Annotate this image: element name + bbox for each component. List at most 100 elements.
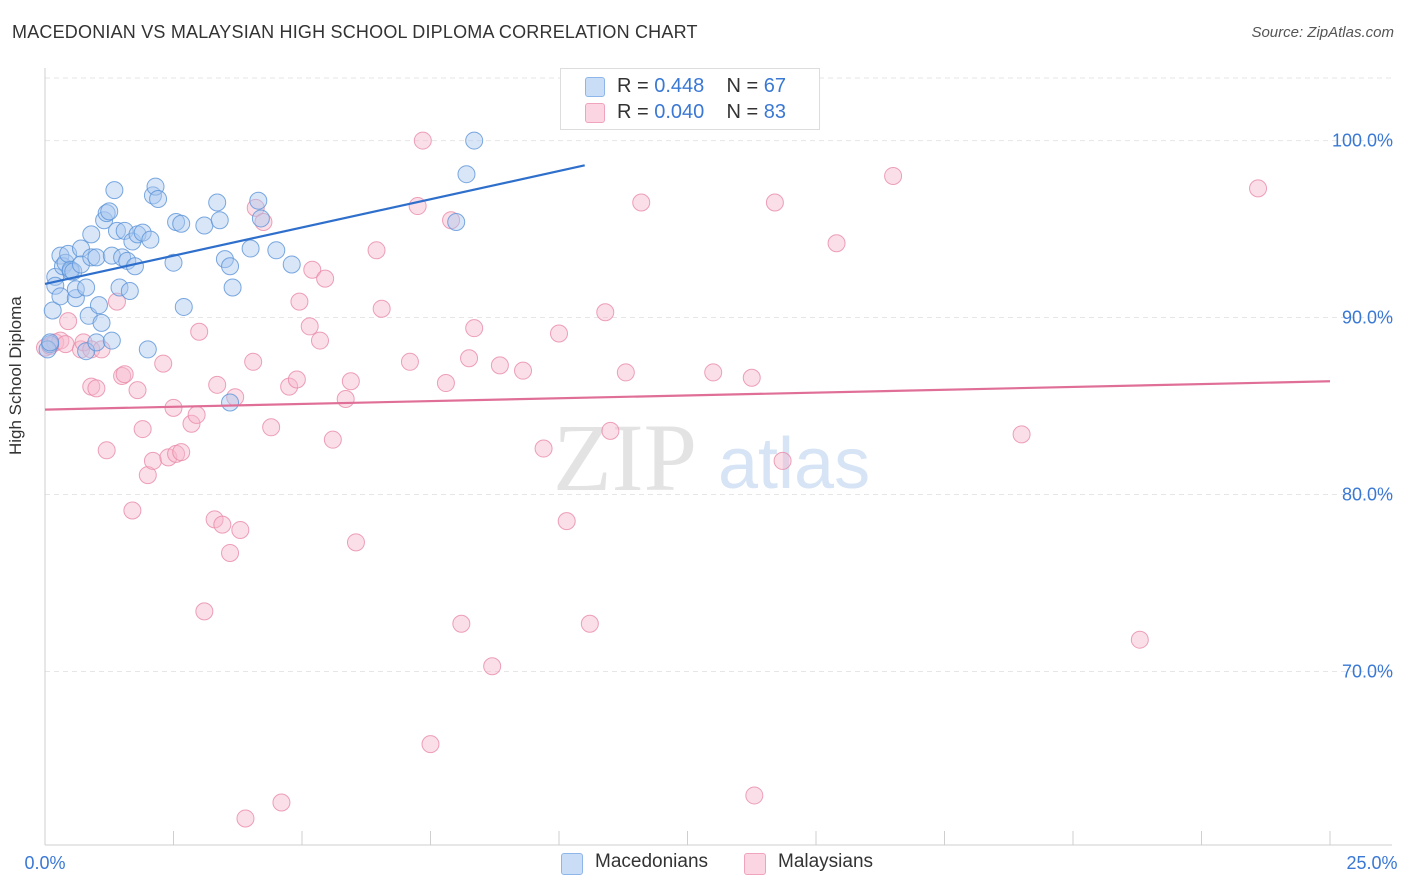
point-malaysians: [300, 317, 319, 336]
point-malaysians: [97, 441, 116, 460]
point-macedonians: [97, 204, 116, 223]
n-value: 67: [763, 75, 787, 97]
point-macedonians: [174, 297, 193, 316]
point-malaysians: [436, 374, 455, 393]
point-macedonians: [141, 230, 160, 249]
watermark-atlas: atlas: [718, 424, 870, 504]
point-malaysians: [341, 372, 360, 391]
legend-label: Macedonians: [595, 851, 709, 872]
point-malaysians: [460, 349, 479, 368]
point-macedonians: [95, 211, 114, 230]
point-malaysians: [580, 614, 599, 633]
point-malaysians: [187, 405, 206, 424]
point-malaysians: [221, 543, 240, 562]
point-malaysians: [182, 414, 201, 433]
point-macedonians: [92, 313, 111, 332]
point-malaysians: [213, 515, 232, 534]
point-malaysians: [195, 602, 214, 621]
point-malaysians: [1130, 630, 1149, 649]
point-malaysians: [56, 335, 75, 354]
point-malaysians: [246, 198, 265, 217]
point-macedonians: [195, 216, 214, 235]
point-macedonians: [282, 255, 301, 274]
legend-swatch-blue: [561, 853, 583, 875]
point-macedonians: [465, 131, 484, 150]
point-malaysians: [400, 352, 419, 371]
point-macedonians: [164, 253, 183, 272]
point-macedonians: [208, 193, 227, 212]
point-malaysians: [113, 366, 132, 385]
point-malaysians: [632, 193, 651, 212]
y-tick-label: 90.0%: [1342, 308, 1393, 328]
point-malaysians: [154, 354, 173, 373]
point-malaysians: [272, 793, 291, 812]
point-malaysians: [1012, 425, 1031, 444]
point-malaysians: [745, 786, 764, 805]
point-malaysians: [323, 430, 342, 449]
point-macedonians: [100, 202, 119, 221]
point-macedonians: [87, 333, 106, 352]
point-malaysians: [87, 379, 106, 398]
point-macedonians: [82, 225, 101, 244]
point-macedonians: [77, 278, 96, 297]
point-malaysians: [290, 292, 309, 311]
point-macedonians: [149, 189, 168, 208]
point-malaysians: [514, 361, 533, 380]
legend-swatch-pink: [744, 853, 766, 875]
point-malaysians: [336, 389, 355, 408]
point-malaysians: [138, 466, 157, 485]
point-macedonians: [87, 248, 106, 267]
point-malaysians: [557, 512, 576, 531]
legend-swatch-blue: [585, 77, 605, 97]
point-macedonians: [249, 191, 268, 210]
point-macedonians: [105, 181, 124, 200]
point-malaysians: [616, 363, 635, 382]
legend-swatch-pink: [585, 103, 605, 123]
point-malaysians: [133, 420, 152, 439]
point-malaysians: [262, 418, 281, 437]
point-malaysians: [827, 234, 846, 253]
point-malaysians: [244, 352, 263, 371]
r-label: R =: [617, 101, 649, 123]
point-malaysians: [287, 370, 306, 389]
point-malaysians: [465, 319, 484, 338]
point-malaysians: [115, 365, 134, 384]
point-macedonians: [38, 340, 57, 359]
point-macedonians: [267, 241, 286, 260]
point-macedonians: [71, 239, 90, 258]
source-label: Source: ZipAtlas.com: [1251, 24, 1394, 41]
data-points: [36, 131, 1268, 828]
point-macedonians: [447, 212, 466, 231]
point-malaysians: [413, 131, 432, 150]
point-malaysians: [742, 368, 761, 387]
point-malaysians: [367, 241, 386, 260]
chart-title: MACEDONIAN VS MALAYSIAN HIGH SCHOOL DIPL…: [12, 22, 698, 42]
point-malaysians: [550, 324, 568, 343]
point-malaysians: [316, 269, 335, 288]
point-malaysians: [483, 657, 502, 676]
point-malaysians: [601, 421, 620, 440]
y-tick-label: 100.0%: [1332, 131, 1393, 151]
point-malaysians: [190, 322, 209, 341]
watermark-zip: ZIP: [553, 404, 697, 511]
point-macedonians: [221, 257, 240, 276]
point-malaysians: [59, 312, 78, 331]
point-macedonians: [133, 223, 152, 242]
point-malaysians: [236, 809, 255, 828]
n-value: 83: [763, 101, 787, 123]
point-malaysians: [172, 443, 191, 462]
point-malaysians: [884, 166, 903, 185]
point-macedonians: [223, 278, 242, 297]
point-macedonians: [251, 209, 270, 228]
point-malaysians: [231, 520, 250, 539]
trend-line-malaysians: [44, 380, 1331, 411]
point-malaysians: [765, 193, 784, 212]
y-tick-label: 80.0%: [1342, 485, 1393, 505]
trend-lines: [44, 164, 1331, 411]
point-macedonians: [41, 333, 60, 352]
point-malaysians: [1249, 179, 1268, 198]
y-tick-label: 70.0%: [1342, 662, 1393, 682]
trend-line-macedonians: [44, 164, 585, 286]
r-value: 0.040: [654, 101, 705, 123]
